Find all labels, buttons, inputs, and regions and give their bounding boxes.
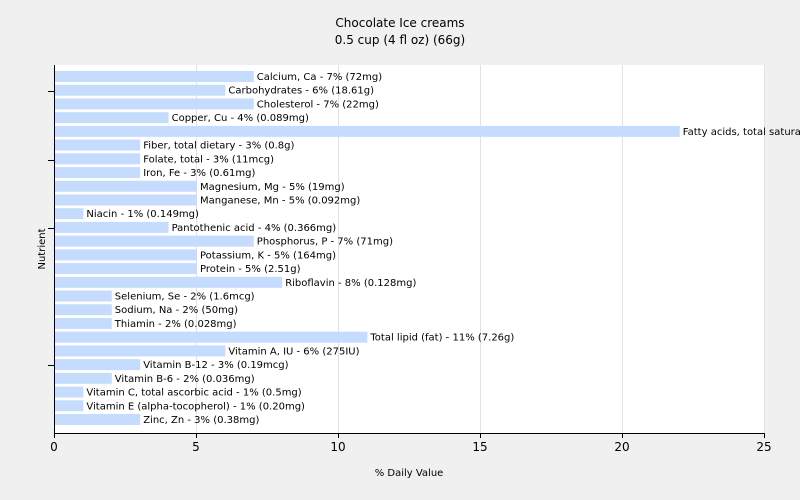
bar-label: Riboflavin - 8% (0.128mg)	[285, 278, 416, 289]
bar	[55, 386, 84, 398]
bar	[55, 71, 254, 82]
bar-label: Calcium, Ca - 7% (72mg)	[257, 72, 382, 83]
bar	[55, 345, 226, 357]
chart-subtitle: 0.5 cup (4 fl oz) (66g)	[335, 33, 465, 47]
bar-label: Sodium, Na - 2% (50mg)	[115, 305, 238, 316]
bar	[55, 359, 141, 371]
bar-label: Zinc, Zn - 3% (0.38mg)	[143, 415, 259, 426]
x-tick-label: 10	[330, 440, 345, 454]
bar-label: Vitamin B-6 - 2% (0.036mg)	[115, 374, 255, 385]
bar	[55, 372, 112, 384]
bar-label: Vitamin C, total ascorbic acid - 1% (0.5…	[86, 388, 301, 399]
bar	[55, 276, 283, 288]
bar	[55, 98, 254, 110]
bar	[55, 414, 141, 425]
bars	[55, 71, 680, 425]
bar-label: Vitamin B-12 - 3% (0.19mcg)	[143, 360, 288, 371]
bar	[55, 84, 226, 96]
bar-label: Folate, total - 3% (11mcg)	[143, 154, 274, 165]
bar	[55, 317, 112, 329]
bar	[55, 290, 112, 302]
bar-label: Phosphorus, P - 7% (71mg)	[257, 237, 393, 248]
x-tick-label: 5	[192, 440, 200, 454]
bar	[55, 304, 112, 316]
bar-label: Selenium, Se - 2% (1.6mcg)	[115, 292, 255, 303]
bar	[55, 221, 169, 233]
bar-label: Carbohydrates - 6% (18.61g)	[228, 86, 374, 97]
x-tick-label: 20	[614, 440, 629, 454]
bar	[55, 125, 680, 137]
bar	[55, 167, 141, 179]
bar	[55, 235, 254, 247]
bar	[55, 249, 197, 261]
bar-label: Protein - 5% (2.51g)	[200, 264, 301, 275]
bar	[55, 139, 141, 151]
bar-label: Magnesium, Mg - 5% (19mg)	[200, 182, 345, 193]
bar	[55, 400, 84, 412]
bar-labels: Calcium, Ca - 7% (72mg) Carbohydrates - 6…	[86, 72, 800, 426]
bar-label: Fiber, total dietary - 3% (0.8g)	[143, 141, 294, 152]
x-tick-label: 25	[756, 440, 771, 454]
bar-label: Copper, Cu - 4% (0.089mg)	[172, 113, 309, 124]
bar-label: Thiamin - 2% (0.028mg)	[114, 319, 237, 330]
bar	[55, 180, 197, 192]
x-axis-title: % Daily Value	[375, 468, 444, 479]
bar	[55, 208, 84, 220]
bar-label: Vitamin E (alpha-tocopherol) - 1% (0.20m…	[86, 401, 305, 412]
bar-label: Cholesterol - 7% (22mg)	[257, 99, 379, 110]
bar-label: Niacin - 1% (0.149mg)	[86, 209, 199, 220]
x-tick-label: 0	[50, 440, 58, 454]
bar	[55, 263, 197, 275]
bar	[55, 153, 141, 165]
bar-label: Manganese, Mn - 5% (0.092mg)	[200, 195, 360, 206]
bar-label: Fatty acids, total saturated - 22% (4.48…	[683, 127, 800, 138]
y-axis-title: Nutrient	[37, 228, 48, 269]
bar-label: Pantothenic acid - 4% (0.366mg)	[172, 223, 337, 234]
bar-label: Total lipid (fat) - 11% (7.26g)	[369, 333, 514, 344]
bar	[55, 331, 368, 343]
bar	[55, 112, 169, 124]
bar-label: Iron, Fe - 3% (0.61mg)	[143, 168, 255, 179]
axes: 0 5 10 15 20 25	[48, 65, 772, 454]
bar	[55, 194, 197, 206]
bar-label: Potassium, K - 5% (164mg)	[200, 250, 336, 261]
chart-title: Chocolate Ice creams	[335, 16, 464, 30]
x-tick-label: 15	[472, 440, 487, 454]
bar-label: Vitamin A, IU - 6% (275IU)	[228, 346, 359, 357]
